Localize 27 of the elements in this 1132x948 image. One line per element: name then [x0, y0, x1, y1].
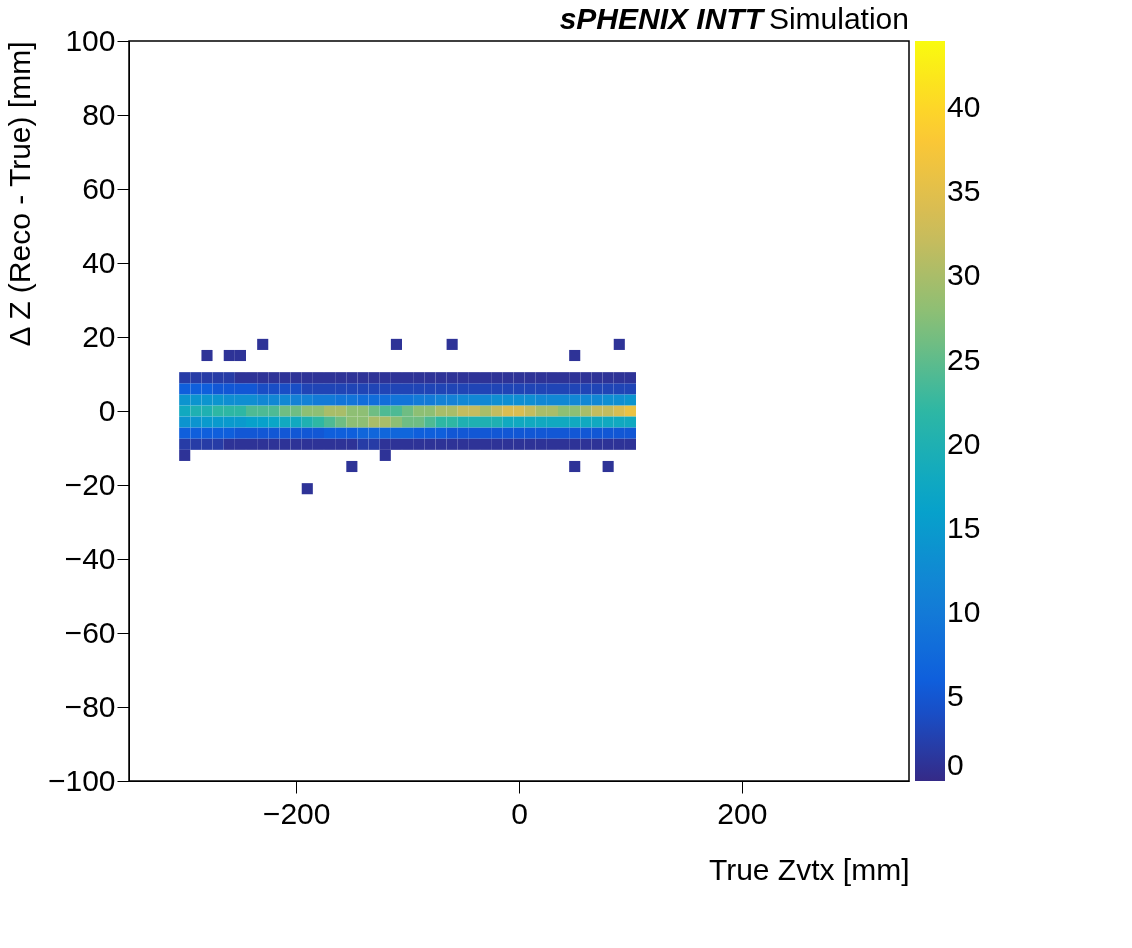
y-tick-label: 60 — [82, 171, 116, 205]
y-tick-label: −80 — [64, 689, 116, 723]
color-bar-label: 30 — [947, 258, 981, 292]
x-tick-label: −200 — [262, 796, 331, 830]
color-bar-label: 20 — [947, 426, 981, 460]
chart-subtitle: Simulation — [768, 2, 909, 35]
y-tick-label: 40 — [82, 245, 116, 279]
y-tick-label: −100 — [47, 763, 116, 797]
y-tick-label: 20 — [82, 319, 116, 353]
chart-title: sPHENIX INTT — [559, 2, 766, 35]
x-axis-title: True Zvtx [mm] — [708, 852, 910, 886]
color-bar-label: 25 — [947, 342, 981, 376]
color-bar-label: 35 — [947, 174, 981, 208]
color-bar-label: 40 — [947, 90, 981, 124]
color-bar-label: 0 — [947, 748, 964, 781]
color-bar-label: 15 — [947, 510, 981, 544]
y-tick-label: −60 — [64, 615, 116, 649]
x-tick-label: 200 — [717, 796, 768, 830]
y-tick-label: 80 — [82, 97, 116, 131]
y-axis-title: Δ Z (Reco - True) [mm] — [2, 41, 36, 347]
color-bar-label: 5 — [947, 678, 964, 712]
x-tick-label: 0 — [511, 796, 528, 830]
color-bar-label: 10 — [947, 594, 981, 628]
y-tick-label: 100 — [65, 23, 116, 57]
y-tick-label: −40 — [64, 541, 116, 575]
y-tick-label: −20 — [64, 467, 116, 501]
y-tick-label: 0 — [98, 393, 116, 427]
